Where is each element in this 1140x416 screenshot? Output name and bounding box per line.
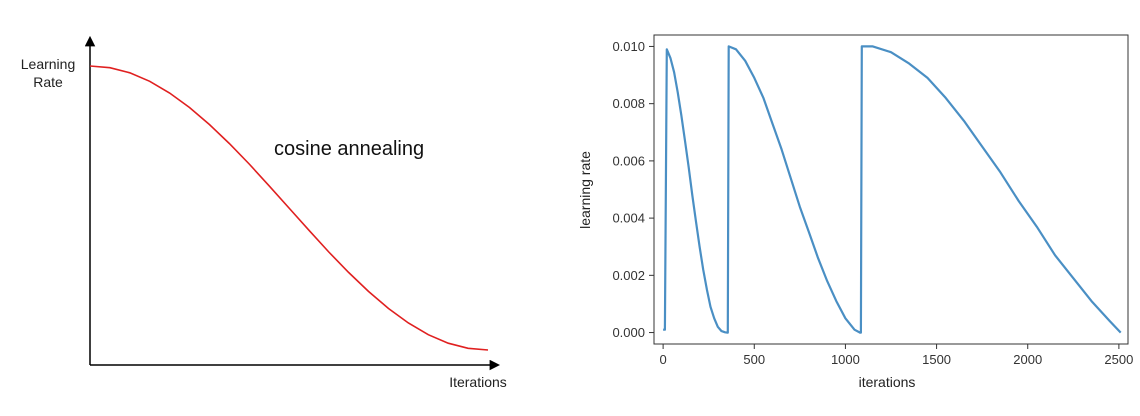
cosine-curve-line <box>89 65 489 351</box>
left-y-axis-label-line: Learning <box>21 56 76 72</box>
right-x-axis-label: iterations <box>859 374 916 390</box>
right-y-ticks: 0.000 0.002 0.004 0.006 0.008 0.010 <box>612 39 654 340</box>
x-tick-label: 2500 <box>1104 352 1133 367</box>
y-tick-label: 0.000 <box>612 325 645 340</box>
right-y-axis-label: learning rate <box>577 151 593 229</box>
y-tick-label: 0.010 <box>612 39 645 54</box>
x-tick-label: 1500 <box>922 352 951 367</box>
x-tick-label: 2000 <box>1013 352 1042 367</box>
x-tick-label: 500 <box>743 352 765 367</box>
right-plot-frame <box>653 34 1129 345</box>
y-tick-label: 0.002 <box>612 268 645 283</box>
x-tick-label: 0 <box>659 352 666 367</box>
right-series <box>663 45 1122 334</box>
cosine-annealing-chart: Learning Rate Iterations cosine annealing <box>21 35 507 390</box>
left-x-axis-label: Iterations <box>449 374 507 390</box>
cosine-annealing-annotation: cosine annealing <box>274 138 424 160</box>
y-tick-label: 0.008 <box>612 96 645 111</box>
left-y-axis-label: Learning Rate <box>21 56 76 90</box>
warm-restarts-chart: 0.000 0.002 0.004 0.006 0.008 0.010 0 500 1000 1… <box>577 34 1133 390</box>
learning-rate-line <box>663 45 1122 334</box>
y-tick-label: 0.004 <box>612 211 645 226</box>
x-tick-label: 1000 <box>831 352 860 367</box>
left-y-axis-label-line: Rate <box>33 74 63 90</box>
y-tick-label: 0.006 <box>612 153 645 168</box>
right-x-ticks: 0 500 1000 1500 2000 2500 <box>659 344 1133 367</box>
